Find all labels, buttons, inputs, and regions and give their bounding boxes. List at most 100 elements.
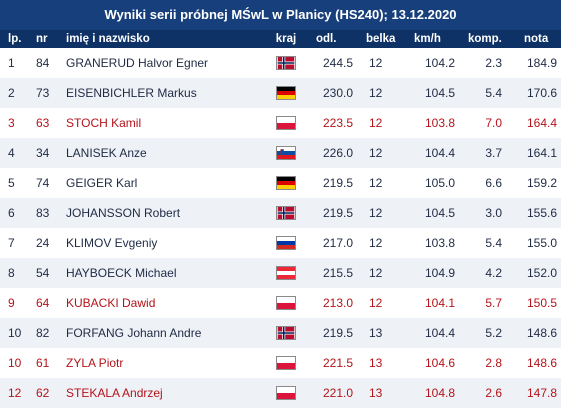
norway-flag-icon bbox=[276, 206, 296, 220]
norway-flag-icon bbox=[276, 326, 296, 340]
cell-belka: 12 bbox=[369, 296, 383, 310]
cell-name: STOCH Kamil bbox=[66, 116, 142, 130]
cell-nr: 73 bbox=[36, 86, 50, 100]
cell-kmh: 103.8 bbox=[424, 116, 455, 130]
cell-odl: 221.0 bbox=[322, 386, 353, 400]
cell-odl: 223.5 bbox=[322, 116, 353, 130]
cell-name: STEKALA Andrzej bbox=[66, 386, 163, 400]
cell-nr: 61 bbox=[36, 356, 50, 370]
header-nota: nota bbox=[524, 33, 549, 45]
cell-name: LANISEK Anze bbox=[66, 146, 147, 160]
cell-odl: 219.5 bbox=[322, 206, 353, 220]
poland-flag-icon bbox=[276, 296, 296, 310]
cell-kraj bbox=[266, 356, 306, 370]
cell-nr: 62 bbox=[36, 386, 50, 400]
cell-name: KLIMOV Evgeniy bbox=[66, 236, 158, 250]
cell-kraj bbox=[266, 56, 306, 70]
cell-nr: 54 bbox=[36, 266, 50, 280]
cell-odl: 215.5 bbox=[322, 266, 353, 280]
cell-kmh: 104.5 bbox=[424, 86, 455, 100]
cell-belka: 12 bbox=[369, 176, 383, 190]
cell-belka: 12 bbox=[369, 116, 383, 130]
cell-nr: 64 bbox=[36, 296, 50, 310]
cell-name: JOHANSSON Robert bbox=[66, 206, 181, 220]
cell-kraj bbox=[266, 176, 306, 190]
cell-kmh: 104.8 bbox=[424, 386, 455, 400]
poland-flag-icon bbox=[276, 116, 296, 130]
cell-kraj bbox=[266, 326, 306, 340]
cell-nr: 82 bbox=[36, 326, 50, 340]
cell-nr: 63 bbox=[36, 116, 50, 130]
table-row: 10 61 ZYLA Piotr 221.5 13 104.6 2.8 148.6 bbox=[0, 348, 561, 378]
cell-nota: 184.9 bbox=[526, 56, 557, 70]
cell-lp: 7 bbox=[8, 236, 15, 250]
cell-nr: 24 bbox=[36, 236, 50, 250]
cell-kraj bbox=[266, 296, 306, 310]
cell-komp: 5.7 bbox=[485, 296, 502, 310]
table-row: 6 83 JOHANSSON Robert 219.5 12 104.5 3.0 155.6 bbox=[0, 198, 561, 228]
header-nr: nr bbox=[36, 33, 48, 45]
cell-odl: 219.5 bbox=[322, 176, 353, 190]
cell-kmh: 104.5 bbox=[424, 206, 455, 220]
header-odl: odl. bbox=[316, 33, 337, 45]
cell-lp: 10 bbox=[8, 326, 22, 340]
cell-kmh: 104.4 bbox=[424, 326, 455, 340]
table-body: 1 84 GRANERUD Halvor Egner 244.5 12 104.2 2.3 1… bbox=[0, 48, 561, 408]
cell-kraj bbox=[266, 116, 306, 130]
table-row: 3 63 STOCH Kamil 223.5 12 103.8 7.0 164.4 bbox=[0, 108, 561, 138]
cell-odl: 244.5 bbox=[322, 56, 353, 70]
cell-kmh: 105.0 bbox=[424, 176, 455, 190]
cell-nr: 83 bbox=[36, 206, 50, 220]
cell-odl: 217.0 bbox=[322, 236, 353, 250]
cell-nota: 170.6 bbox=[526, 86, 557, 100]
header-kraj: kraj bbox=[275, 33, 297, 45]
table-row: 1 84 GRANERUD Halvor Egner 244.5 12 104.2 2.3 1… bbox=[0, 48, 561, 78]
cell-kraj bbox=[266, 146, 306, 160]
cell-nota: 147.8 bbox=[526, 386, 557, 400]
cell-odl: 213.0 bbox=[322, 296, 353, 310]
cell-lp: 10 bbox=[8, 356, 22, 370]
table-row: 5 74 GEIGER Karl 219.5 12 105.0 6.6 159.2 bbox=[0, 168, 561, 198]
header-kmh: km/h bbox=[414, 33, 441, 45]
table-row: 9 64 KUBACKI Dawid 213.0 12 104.1 5.7 150.5 bbox=[0, 288, 561, 318]
cell-nr: 34 bbox=[36, 146, 50, 160]
cell-lp: 4 bbox=[8, 146, 15, 160]
cell-name: ZYLA Piotr bbox=[66, 356, 124, 370]
cell-komp: 2.6 bbox=[485, 386, 502, 400]
table-row: 12 62 STEKALA Andrzej 221.0 13 104.8 2.6 147.8 bbox=[0, 378, 561, 408]
table-title: Wyniki serii próbnej MŚwL w Planicy (HS2… bbox=[0, 0, 561, 30]
cell-nr: 74 bbox=[36, 176, 50, 190]
cell-nr: 84 bbox=[36, 56, 50, 70]
norway-flag-icon bbox=[276, 56, 296, 70]
cell-komp: 3.0 bbox=[485, 206, 502, 220]
cell-name: HAYBOECK Michael bbox=[66, 266, 177, 280]
cell-kraj bbox=[266, 236, 306, 250]
cell-lp: 2 bbox=[8, 86, 15, 100]
cell-lp: 9 bbox=[8, 296, 15, 310]
cell-kraj bbox=[266, 206, 306, 220]
cell-odl: 219.5 bbox=[322, 326, 353, 340]
cell-kmh: 103.8 bbox=[424, 236, 455, 250]
cell-kraj bbox=[266, 86, 306, 100]
header-komp: komp. bbox=[468, 33, 502, 45]
russia-flag-icon bbox=[276, 236, 296, 250]
cell-lp: 5 bbox=[8, 176, 15, 190]
cell-name: GRANERUD Halvor Egner bbox=[66, 56, 209, 70]
cell-komp: 7.0 bbox=[485, 116, 502, 130]
cell-lp: 1 bbox=[8, 56, 15, 70]
table-row: 10 82 FORFANG Johann Andre 219.5 13 104.4 5.2 1… bbox=[0, 318, 561, 348]
cell-kmh: 104.9 bbox=[424, 266, 455, 280]
cell-kmh: 104.6 bbox=[424, 356, 455, 370]
cell-name: KUBACKI Dawid bbox=[66, 296, 156, 310]
header-lp: lp. bbox=[8, 33, 22, 45]
cell-komp: 2.8 bbox=[485, 356, 502, 370]
cell-komp: 4.2 bbox=[485, 266, 502, 280]
table-row: 8 54 HAYBOECK Michael 215.5 12 104.9 4.2 152.0 bbox=[0, 258, 561, 288]
cell-belka: 12 bbox=[369, 146, 383, 160]
cell-lp: 12 bbox=[8, 386, 22, 400]
cell-nota: 152.0 bbox=[526, 266, 557, 280]
header-name: imię i nazwisko bbox=[66, 33, 150, 45]
cell-belka: 13 bbox=[369, 386, 383, 400]
cell-name: GEIGER Karl bbox=[66, 176, 138, 190]
